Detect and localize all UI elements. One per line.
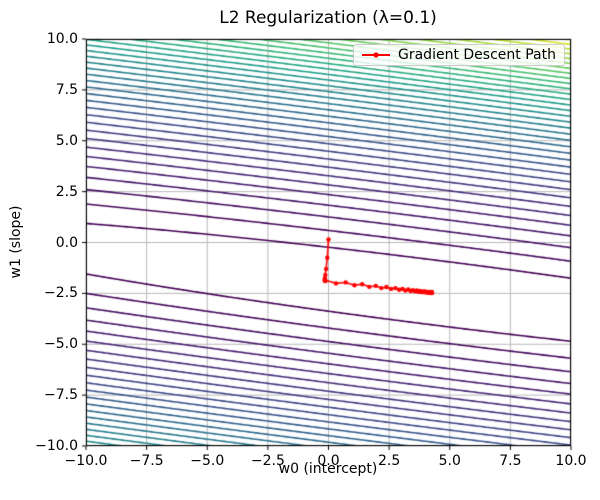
x-tick-label: −2.5 (250, 453, 285, 469)
y-tick-label: 0.0 (55, 234, 78, 251)
x-tick-label: 7.5 (499, 453, 522, 469)
y-tick-label: 5.0 (55, 132, 78, 149)
y-tick-label: 7.5 (55, 81, 78, 98)
y-tick-label: −10.0 (35, 438, 78, 454)
x-tick-label: −5.0 (190, 453, 225, 469)
x-tick-label: 10.0 (555, 453, 587, 469)
legend: Gradient Descent Path (353, 44, 565, 66)
x-axis-label: w0 (intercept) (278, 461, 378, 477)
x-tick-label: −7.5 (129, 453, 164, 469)
y-tick-label: −7.5 (44, 387, 78, 404)
legend-label: Gradient Descent Path (398, 47, 556, 63)
y-tick-label: 2.5 (55, 183, 78, 200)
chart-title: L2 Regularization (λ=0.1) (219, 8, 437, 28)
legend-line-icon (362, 52, 390, 58)
x-tick-label: 2.5 (377, 453, 401, 469)
x-tick-label: 0.0 (317, 453, 340, 469)
x-tick-label: 5.0 (438, 453, 461, 469)
x-tick-label: −10.0 (64, 453, 108, 469)
y-tick-label: −2.5 (44, 285, 78, 302)
y-tick-label: 10.0 (46, 31, 78, 47)
y-tick-label: −5.0 (44, 336, 78, 353)
y-axis-label: w1 (slope) (8, 205, 24, 279)
